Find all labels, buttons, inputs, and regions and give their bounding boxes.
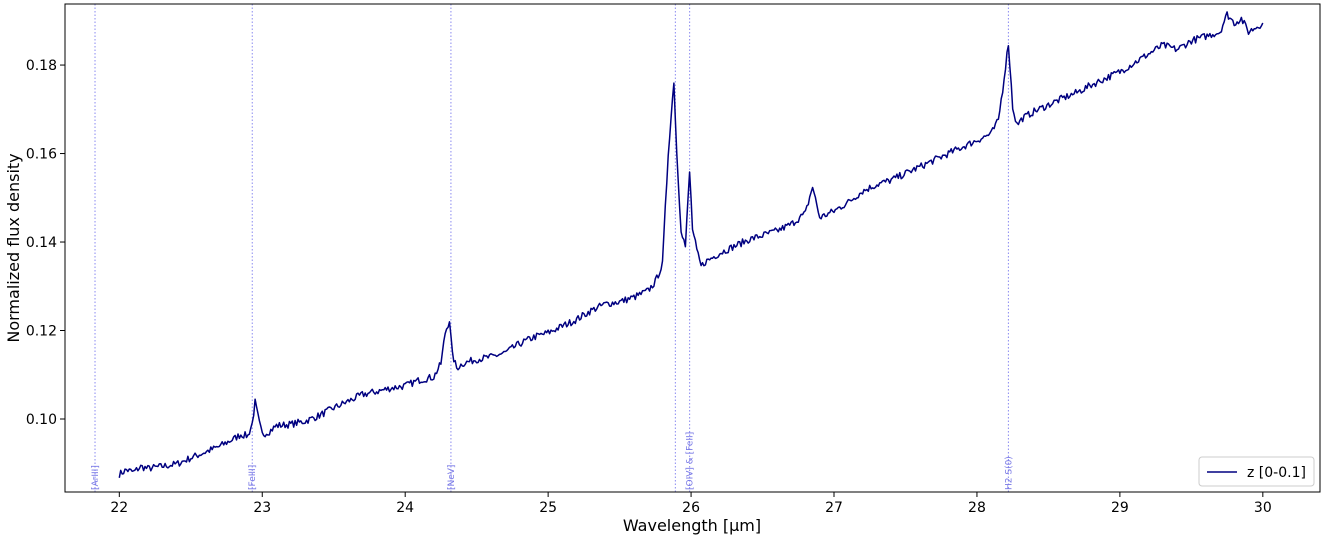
y-tick-label: 0.12 [26, 324, 57, 340]
x-tick-label: 29 [1111, 500, 1129, 516]
y-tick-label: 0.18 [26, 58, 57, 74]
emission-line-label: [FeIII] [248, 465, 258, 490]
x-axis-ticks: 22 23 24 25 26 27 28 29 30 [110, 492, 1272, 516]
x-axis-label: Wavelength [μm] [623, 516, 761, 535]
emission-line-label: [ArIII] [91, 465, 101, 490]
series-group [118, 11, 1264, 478]
x-tick-label: 27 [825, 500, 843, 516]
y-tick-label: 0.14 [26, 235, 57, 251]
x-tick-label: 30 [1254, 500, 1272, 516]
emission-line-label: [OIV] & [FeII] [686, 432, 696, 490]
y-tick-label: 0.16 [26, 147, 57, 163]
x-tick-label: 22 [110, 500, 128, 516]
legend: z [0-0.1] [1198, 456, 1315, 487]
legend-label: z [0-0.1] [1247, 465, 1306, 481]
emission-line-label: [NeV] [447, 465, 457, 490]
legend-box [1198, 456, 1315, 487]
plot-frame [64, 3, 1321, 493]
y-axis-ticks: 0.10 0.12 0.14 0.16 0.18 [26, 58, 65, 428]
x-tick-label: 26 [682, 500, 700, 516]
x-tick-label: 24 [396, 500, 414, 516]
emission-line-markers: [ArIII] [FeIII] [NeV] [OIV] & [FeII] H2 S(0) [91, 4, 1014, 492]
y-tick-label: 0.10 [26, 412, 57, 428]
emission-line-label: H2 S(0) [1004, 456, 1014, 490]
series-line [118, 11, 1264, 478]
y-axis-label: Normalized flux density [4, 153, 23, 342]
x-tick-label: 28 [968, 500, 986, 516]
x-tick-label: 23 [253, 500, 271, 516]
x-tick-label: 25 [539, 500, 557, 516]
